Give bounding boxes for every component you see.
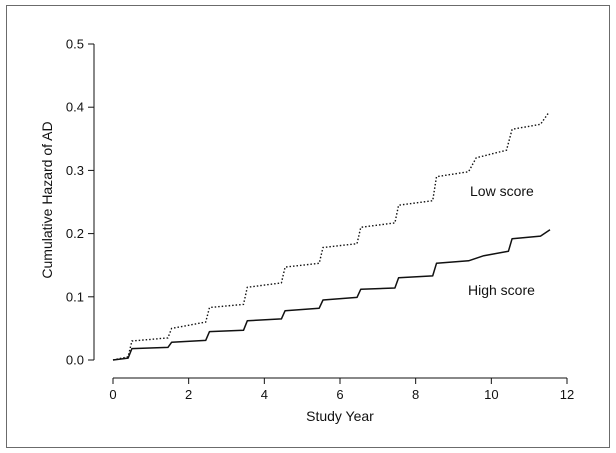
y-tick-label: 0.4	[66, 100, 84, 115]
x-axis-title: Study Year	[306, 408, 374, 424]
ticks: 0.0 0.1 0.2 0.3 0.4 0.5 0 2 4 6 8 10 12	[66, 37, 574, 403]
series-line-high-score	[112, 229, 551, 361]
series-label-high-score: High score	[468, 282, 535, 298]
figure-frame	[6, 5, 610, 448]
series-line-low-score	[112, 113, 549, 361]
y-tick-label: 0.0	[66, 353, 84, 368]
x-tick-label: 6	[336, 387, 343, 402]
y-tick-label: 0.1	[66, 289, 84, 304]
x-tick-label: 8	[412, 387, 419, 402]
y-tick-label: 0.5	[66, 37, 84, 52]
x-tick-label: 12	[560, 387, 574, 402]
y-axis-title: Cumulative Hazard of AD	[39, 121, 55, 278]
x-tick-label: 0	[109, 387, 116, 402]
x-tick-label: 4	[261, 387, 268, 402]
x-tick-label: 2	[185, 387, 192, 402]
series-label-low-score: Low score	[470, 183, 534, 199]
axes	[93, 44, 567, 379]
y-tick-label: 0.3	[66, 163, 84, 178]
y-tick-label: 0.2	[66, 226, 84, 241]
series-lines	[112, 113, 551, 361]
x-tick-label: 10	[484, 387, 498, 402]
